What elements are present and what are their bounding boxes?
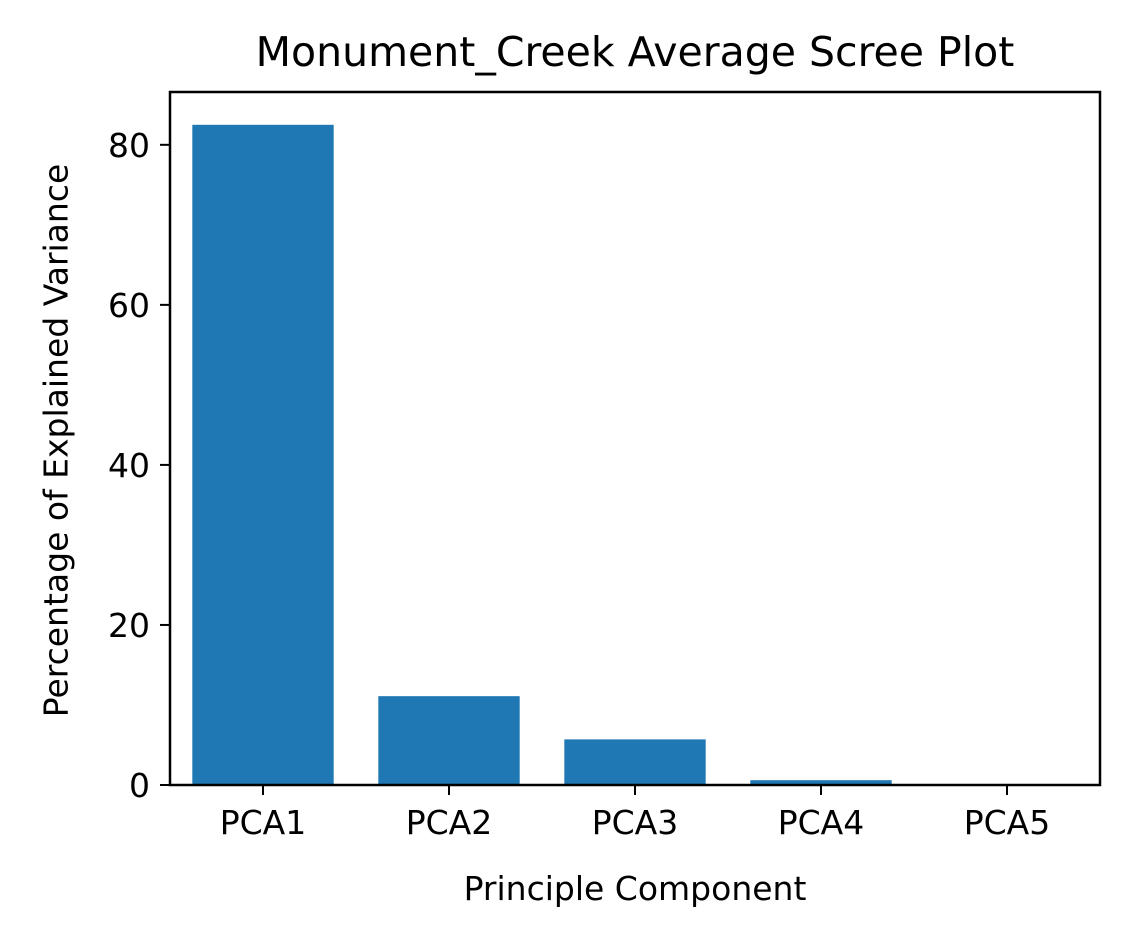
x-tick-label: PCA4 [778,803,865,842]
y-axis-label: Percentage of Explained Variance [37,164,76,718]
bar-pca1 [192,124,334,786]
y-tick-label: 20 [108,606,150,645]
x-tick-label: PCA2 [406,803,493,842]
plot-area-frame [168,90,1102,787]
x-axis: PCA1 PCA2 PCA3 PCA4 PCA5 [220,785,1051,842]
x-axis-label: Principle Component [464,869,807,908]
y-tick-label: 60 [108,286,150,325]
bar-pca4 [750,780,892,785]
y-axis: 0 20 40 60 80 [108,126,170,805]
y-tick-label: 80 [108,126,150,165]
y-tick-label: 40 [108,446,150,485]
bar-pca3 [564,739,706,785]
bars-group [192,124,1078,786]
x-tick-label: PCA1 [220,803,307,842]
x-tick-label: PCA3 [592,803,679,842]
bar-pca2 [378,696,520,785]
y-tick-label: 0 [129,766,150,805]
chart-title: Monument_Creek Average Scree Plot [256,28,1015,76]
x-tick-label: PCA5 [964,803,1051,842]
